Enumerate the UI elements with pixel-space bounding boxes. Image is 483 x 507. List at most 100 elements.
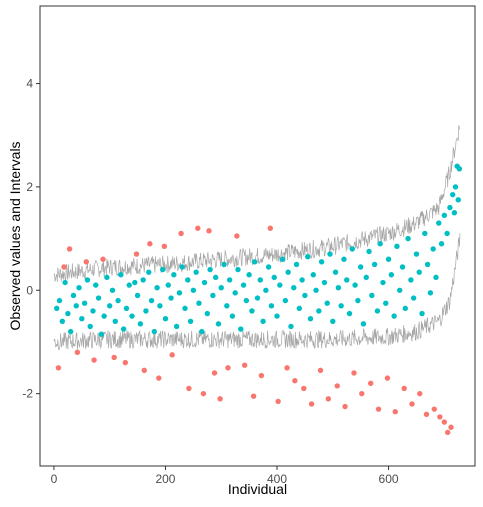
x-tick-label: 600 — [379, 472, 399, 486]
inside-point — [436, 220, 442, 226]
inside-point — [95, 295, 102, 301]
inside-point — [137, 321, 144, 327]
inside-point — [224, 303, 230, 309]
outside-point — [267, 225, 274, 231]
outside-point — [141, 367, 147, 374]
inside-point — [388, 272, 395, 278]
outside-point — [91, 357, 97, 363]
outside-point — [301, 385, 307, 392]
outside-point — [437, 414, 443, 420]
inside-point — [369, 292, 375, 299]
axes: 0 200 400 600 -2 0 2 4 — [22, 77, 399, 486]
outside-point — [292, 378, 298, 384]
outside-point — [241, 362, 248, 368]
outside-point — [100, 256, 106, 262]
outside-point — [156, 375, 162, 381]
x-tick-label: 0 — [51, 472, 58, 486]
inside-point — [165, 282, 171, 288]
inside-point — [229, 313, 236, 319]
outside-point — [325, 396, 332, 402]
inside-point — [330, 318, 336, 324]
inside-point — [410, 295, 417, 301]
inside-point — [346, 310, 353, 317]
inside-point — [218, 284, 224, 291]
inside-point — [419, 310, 425, 317]
inside-point — [109, 287, 116, 293]
outside-point — [217, 396, 223, 402]
outside-point — [448, 424, 454, 430]
inside-point — [316, 308, 322, 314]
outside-point — [122, 359, 129, 366]
inside-point — [140, 277, 146, 283]
outside-point — [161, 243, 168, 250]
inside-point — [148, 297, 155, 304]
inside-point — [413, 251, 420, 257]
inside-point — [385, 256, 392, 262]
inside-point — [176, 290, 183, 296]
inside-point — [377, 241, 383, 247]
outside-point — [417, 390, 423, 397]
inside-point — [84, 277, 91, 283]
inside-point — [357, 264, 364, 270]
inside-point — [363, 274, 369, 281]
outside-point — [375, 406, 382, 412]
inside-point — [59, 318, 66, 324]
inside-point — [455, 197, 461, 203]
inside-point — [101, 313, 107, 319]
inside-point — [405, 235, 411, 242]
inside-point — [366, 248, 372, 255]
outside-point — [169, 352, 175, 358]
inside-point — [120, 326, 127, 332]
inside-point — [232, 290, 238, 296]
outside-point — [133, 251, 140, 257]
inside-point — [397, 287, 403, 293]
inside-point — [268, 303, 275, 309]
inside-point — [173, 323, 180, 330]
inside-point — [157, 303, 163, 309]
inside-point — [422, 230, 428, 237]
outside-point — [147, 241, 153, 247]
inside-point — [394, 243, 400, 250]
inside-point — [456, 166, 463, 172]
outside-point — [401, 385, 407, 392]
inside-point — [90, 308, 96, 314]
inside-point — [238, 326, 244, 332]
inside-point — [321, 279, 328, 286]
inside-point — [182, 305, 188, 312]
inside-point — [338, 303, 344, 309]
inside-point — [451, 210, 458, 216]
inside-point — [265, 264, 272, 270]
inside-point — [424, 261, 431, 268]
y-axis-title: Observed values and Intervals — [7, 141, 23, 330]
inside-point — [252, 259, 258, 265]
outside-point — [441, 419, 448, 425]
inside-point — [112, 318, 118, 324]
inside-point — [54, 305, 60, 312]
inside-point — [299, 277, 305, 283]
inside-point — [226, 277, 233, 283]
inside-point — [257, 277, 263, 283]
inside-point — [162, 316, 169, 322]
inside-point — [263, 287, 269, 293]
inside-point — [143, 308, 149, 314]
inside-point — [185, 277, 191, 283]
inside-point — [433, 274, 439, 281]
inside-point — [126, 282, 132, 288]
inside-point — [207, 266, 213, 273]
inside-point — [123, 305, 130, 312]
inside-point — [304, 253, 311, 260]
outside-point — [317, 367, 324, 374]
interval-lower-line — [53, 233, 461, 351]
outside-point — [392, 409, 398, 415]
inside-point — [355, 297, 361, 304]
inside-point — [221, 261, 227, 268]
outside-point — [206, 228, 212, 234]
inside-point — [271, 274, 277, 281]
inside-point — [104, 274, 110, 281]
inside-point — [179, 264, 185, 270]
outside-point — [195, 225, 201, 231]
inside-point — [408, 277, 414, 283]
inside-point — [360, 321, 367, 327]
